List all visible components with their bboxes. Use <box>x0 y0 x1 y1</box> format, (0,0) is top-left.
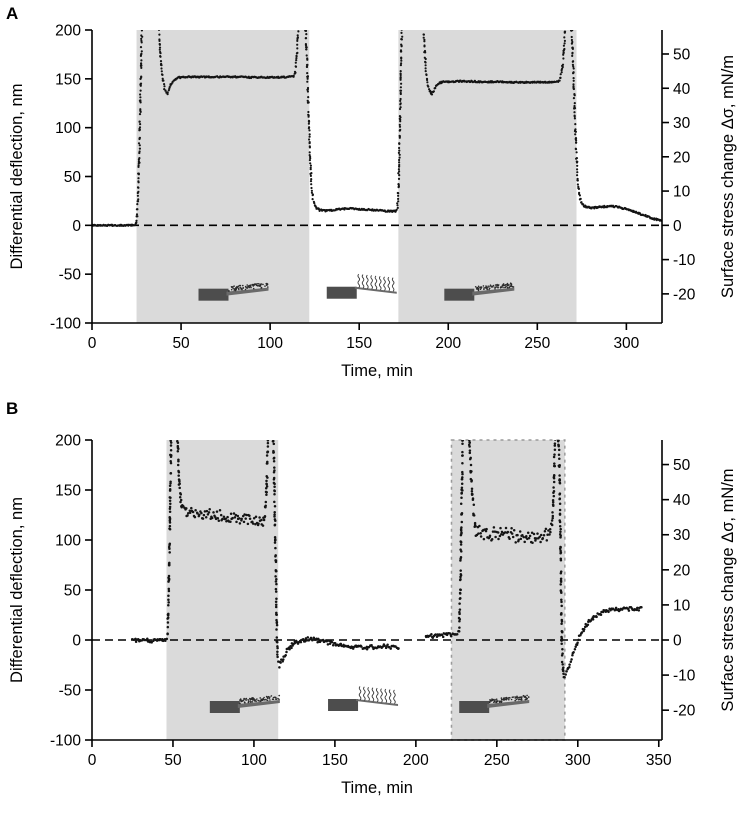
x-tick-label: 200 <box>403 752 429 769</box>
left-tick-label: 50 <box>64 169 82 186</box>
x-tick-label: 50 <box>172 335 190 352</box>
left-tick-label: -100 <box>50 733 81 750</box>
x-tick-label: 150 <box>346 335 372 352</box>
right-tick-label: 40 <box>673 492 691 509</box>
left-tick-label: 150 <box>55 483 81 500</box>
brush-cantilever-icon <box>328 686 399 711</box>
right-axis-label: Surface stress change Δσ, mN/m <box>719 468 737 711</box>
left-tick-label: -50 <box>59 683 82 700</box>
x-axis-label: Time, min <box>341 779 413 797</box>
right-axis-label: Surface stress change Δσ, mN/m <box>719 55 737 298</box>
panel-b-label: B <box>6 399 19 418</box>
x-axis-label: Time, min <box>341 362 413 380</box>
left-tick-label: 100 <box>55 120 81 137</box>
panel-b-chart: -100 -50 0 50 100 150 200 0 50 100 150 200 250 300 350… <box>0 400 745 820</box>
x-tick-label: 50 <box>164 752 182 769</box>
left-axis-label: Differential deflection, nm <box>8 497 26 683</box>
panel-a-label: A <box>6 4 19 23</box>
right-tick-label: -10 <box>673 252 696 269</box>
x-tick-label: 100 <box>257 335 283 352</box>
shaded-region-1 <box>166 440 279 740</box>
shaded-region-2 <box>398 30 577 323</box>
left-tick-label: 0 <box>72 633 81 650</box>
x-tick-label: 350 <box>646 752 672 769</box>
right-tick-label: 10 <box>673 597 691 614</box>
panel-a-chart: -100 -50 0 50 100 150 200 0 50 100 150 200 250 300 -20… <box>0 0 745 400</box>
right-tick-label: 0 <box>673 633 682 650</box>
scatter-series <box>130 440 643 679</box>
right-tick-label: -10 <box>673 668 696 685</box>
right-tick-label: 10 <box>673 184 691 201</box>
right-tick-label: 0 <box>673 218 682 235</box>
left-tick-label: 200 <box>55 433 81 450</box>
coated-cantilever-icon <box>444 282 515 301</box>
scatter-series <box>92 30 662 227</box>
left-axis-label: Differential deflection, nm <box>8 84 26 270</box>
brush-cantilever-icon <box>326 273 397 299</box>
left-tick-label: -50 <box>59 267 82 284</box>
coated-cantilever-icon <box>209 694 281 713</box>
right-tick-label: -20 <box>673 286 696 303</box>
x-tick-label: 250 <box>524 335 550 352</box>
left-tick-label: 0 <box>72 218 81 235</box>
shaded-region-2 <box>450 439 566 741</box>
left-tick-label: 100 <box>55 533 81 550</box>
x-tick-label: 100 <box>241 752 267 769</box>
x-tick-label: 300 <box>613 335 639 352</box>
x-tick-label: 250 <box>484 752 510 769</box>
left-tick-label: 200 <box>55 23 81 40</box>
x-tick-label: 0 <box>88 335 97 352</box>
right-tick-label: 20 <box>673 149 691 166</box>
right-tick-label: 40 <box>673 81 691 98</box>
x-tick-label: 150 <box>322 752 348 769</box>
right-tick-label: 20 <box>673 562 691 579</box>
coated-cantilever-icon <box>198 282 269 301</box>
right-tick-label: 30 <box>673 115 691 132</box>
x-tick-label: 200 <box>435 335 461 352</box>
x-tick-label: 300 <box>565 752 591 769</box>
left-tick-label: -100 <box>50 316 81 333</box>
coated-cantilever-icon <box>459 694 530 713</box>
left-tick-label: 50 <box>64 583 82 600</box>
right-tick-label: -20 <box>673 703 696 720</box>
left-tick-label: 150 <box>55 71 81 88</box>
right-tick-label: 30 <box>673 527 691 544</box>
shaded-region-1 <box>136 30 310 323</box>
right-tick-label: 50 <box>673 457 691 474</box>
x-tick-label: 0 <box>88 752 97 769</box>
right-tick-label: 50 <box>673 46 691 63</box>
